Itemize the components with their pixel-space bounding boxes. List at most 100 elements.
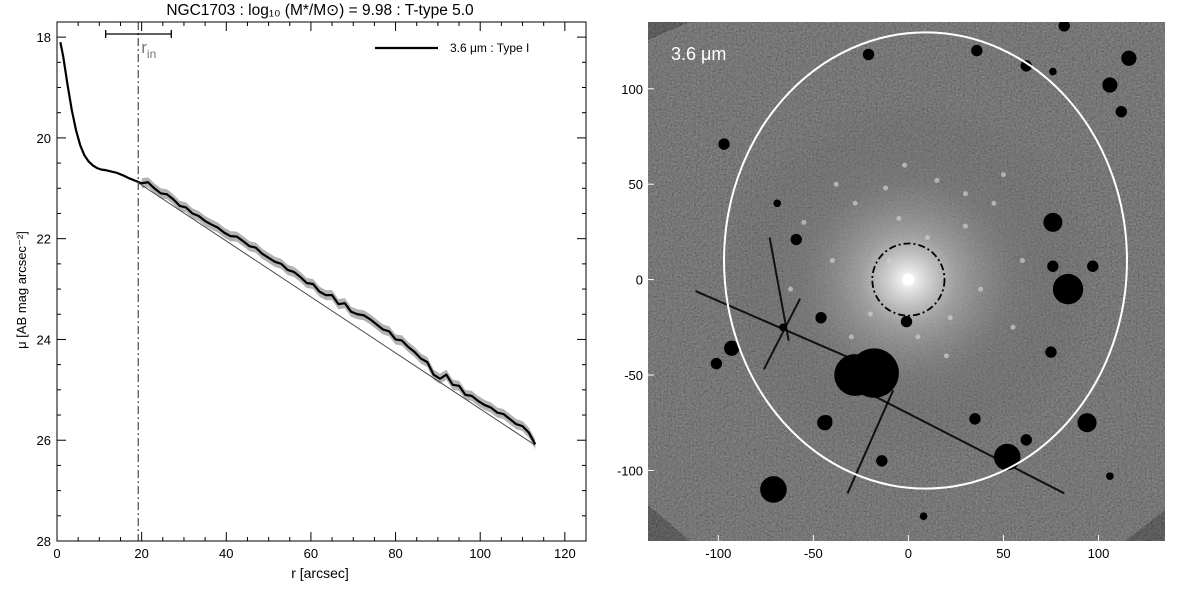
galaxy-disk [718,99,1099,461]
galaxy-nucleus [902,273,915,286]
legend: 3.6 μm : Type I [375,41,529,55]
masked-source [969,413,981,425]
inner-aperture-circle [871,242,946,317]
diffraction-streaks [695,237,1065,495]
bright-knot [848,334,854,340]
bright-knot [991,200,997,206]
bright-knot [814,315,820,321]
legend-entry: 3.6 μm : Type I [450,41,529,55]
bright-knot [883,185,889,191]
masked-source [724,340,740,356]
masked-source [773,199,782,208]
masked-source [834,354,877,396]
masked-source [1052,273,1084,305]
masked-source [900,315,913,328]
masked-source [1020,434,1032,446]
streak [695,290,864,365]
masked-source [862,48,875,61]
image-noise [648,22,1165,541]
masked-source [710,357,723,370]
galaxy-image [648,22,1179,541]
disk-fit-line [137,181,536,446]
image-axes: -100 -50 0 50 100 -100 -50 0 50 100 [617,82,1109,561]
masked-source [1102,77,1118,93]
masked-source [1020,60,1032,72]
bright-knot [867,311,873,317]
masked-source [815,312,827,324]
x-tick-label: 40 [219,546,233,561]
streak [846,389,895,494]
masked-sources [710,22,1179,520]
x-tick-label: 100 [469,546,491,561]
streak [763,298,801,370]
bright-knot [877,353,883,359]
x-tick-label: 60 [304,546,318,561]
bright-knot [896,216,902,222]
bright-knot [943,353,949,359]
bright-knot [1000,172,1006,178]
bright-knot [833,181,839,187]
masked-source [817,415,833,431]
bright-knot [902,162,908,168]
masked-source [919,512,928,520]
outer-aperture-ellipse [723,31,1128,490]
chart-title: NGC1703 : log₁₀ (M*/M⊙) = 9.98 : T-type … [166,2,474,19]
inner-radius-annotation: rin [105,22,172,541]
bright-knot [886,258,892,264]
masked-source [1171,457,1179,465]
y-tick-label: 18 [37,30,51,45]
image-x-tick-label: -50 [804,546,823,561]
image-band-label: 3.6 μm [671,44,726,64]
image-x-tick-label: 50 [996,546,1010,561]
axes-layer: 0 20 40 60 80 100 120 18 20 22 24 26 28 [37,22,587,561]
bright-knot [852,200,858,206]
bright-knot [978,286,984,292]
bright-knot [829,258,835,264]
masked-source [790,233,802,246]
masked-source [1043,212,1063,232]
masked-source [1121,50,1137,66]
bright-knot [1019,258,1025,264]
image-y-tick-label: 50 [629,177,643,192]
image-y-tick-label: 100 [621,82,643,97]
x-tick-label: 120 [554,546,576,561]
bright-knot [962,191,968,197]
y-tick-label: 26 [37,433,51,448]
y-tick-label: 22 [37,232,51,247]
masked-source [1115,105,1127,118]
y-axis-label: μ [AB mag arcsec⁻²] [14,231,29,349]
bright-knot [801,219,807,225]
inner-radius-label: rin [141,38,156,61]
x-tick-label: 0 [53,546,60,561]
error-band-layer [141,177,536,450]
bright-knot [788,286,794,292]
streak [869,393,1065,495]
masked-source [1087,260,1099,272]
masked-source [1049,67,1057,76]
x-tick-label: 20 [134,546,148,561]
profile-line-3.6um [59,41,537,445]
masked-source [760,476,787,503]
masked-source [1045,346,1057,358]
x-axis-label: r [arcsec] [291,565,349,581]
masked-source [993,443,1021,471]
masked-source [971,44,983,57]
image-x-tick-label: -100 [705,546,731,561]
y-tick-label: 24 [37,332,51,347]
masked-source [1106,472,1114,480]
bright-knot [934,177,940,183]
streak [768,237,790,341]
masked-source [820,415,833,427]
x-tick-label: 80 [388,546,402,561]
bright-knot [947,315,953,321]
series-layer [59,41,537,446]
image-y-tick-label: 0 [636,273,643,288]
plot-frame [56,21,587,542]
bright-knot [962,223,968,229]
y-tick-label: 28 [37,534,51,549]
image-y-tick-label: -100 [617,463,643,478]
masked-source [1077,413,1097,433]
bright-knot [924,235,930,241]
